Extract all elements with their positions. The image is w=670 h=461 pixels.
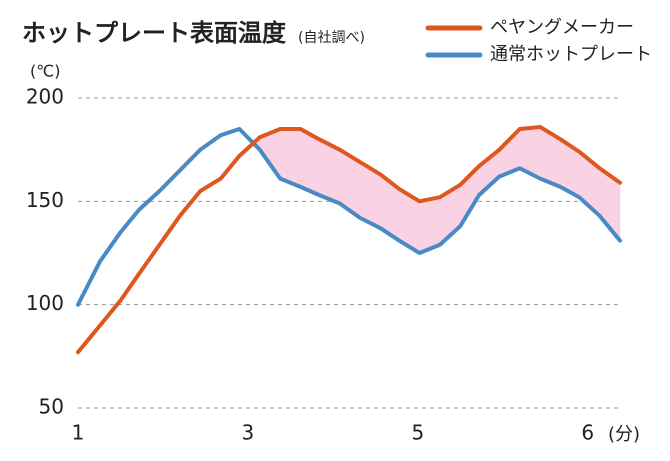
y-tick-label: 200	[26, 85, 64, 109]
x-tick-label: 5	[411, 421, 424, 445]
legend-label: ペヤングメーカー	[490, 17, 634, 38]
x-tick-label: 3	[242, 421, 255, 445]
x-axis-label: (分)	[608, 424, 640, 445]
y-tick-label: 100	[26, 291, 64, 315]
chart-subtitle: (自社調べ)	[298, 30, 365, 46]
y-tick-label: 50	[39, 395, 64, 419]
series-line	[76, 127, 622, 307]
y-tick-label: 150	[26, 188, 64, 212]
series-line	[76, 124, 622, 355]
legend-label: 通常ホットプレート	[490, 44, 652, 65]
chart-title: ホットプレート表面温度	[22, 19, 287, 47]
x-tick-label: 6	[581, 421, 594, 445]
x-tick-label: 1	[72, 421, 85, 445]
y-axis-label: (℃)	[30, 62, 60, 81]
